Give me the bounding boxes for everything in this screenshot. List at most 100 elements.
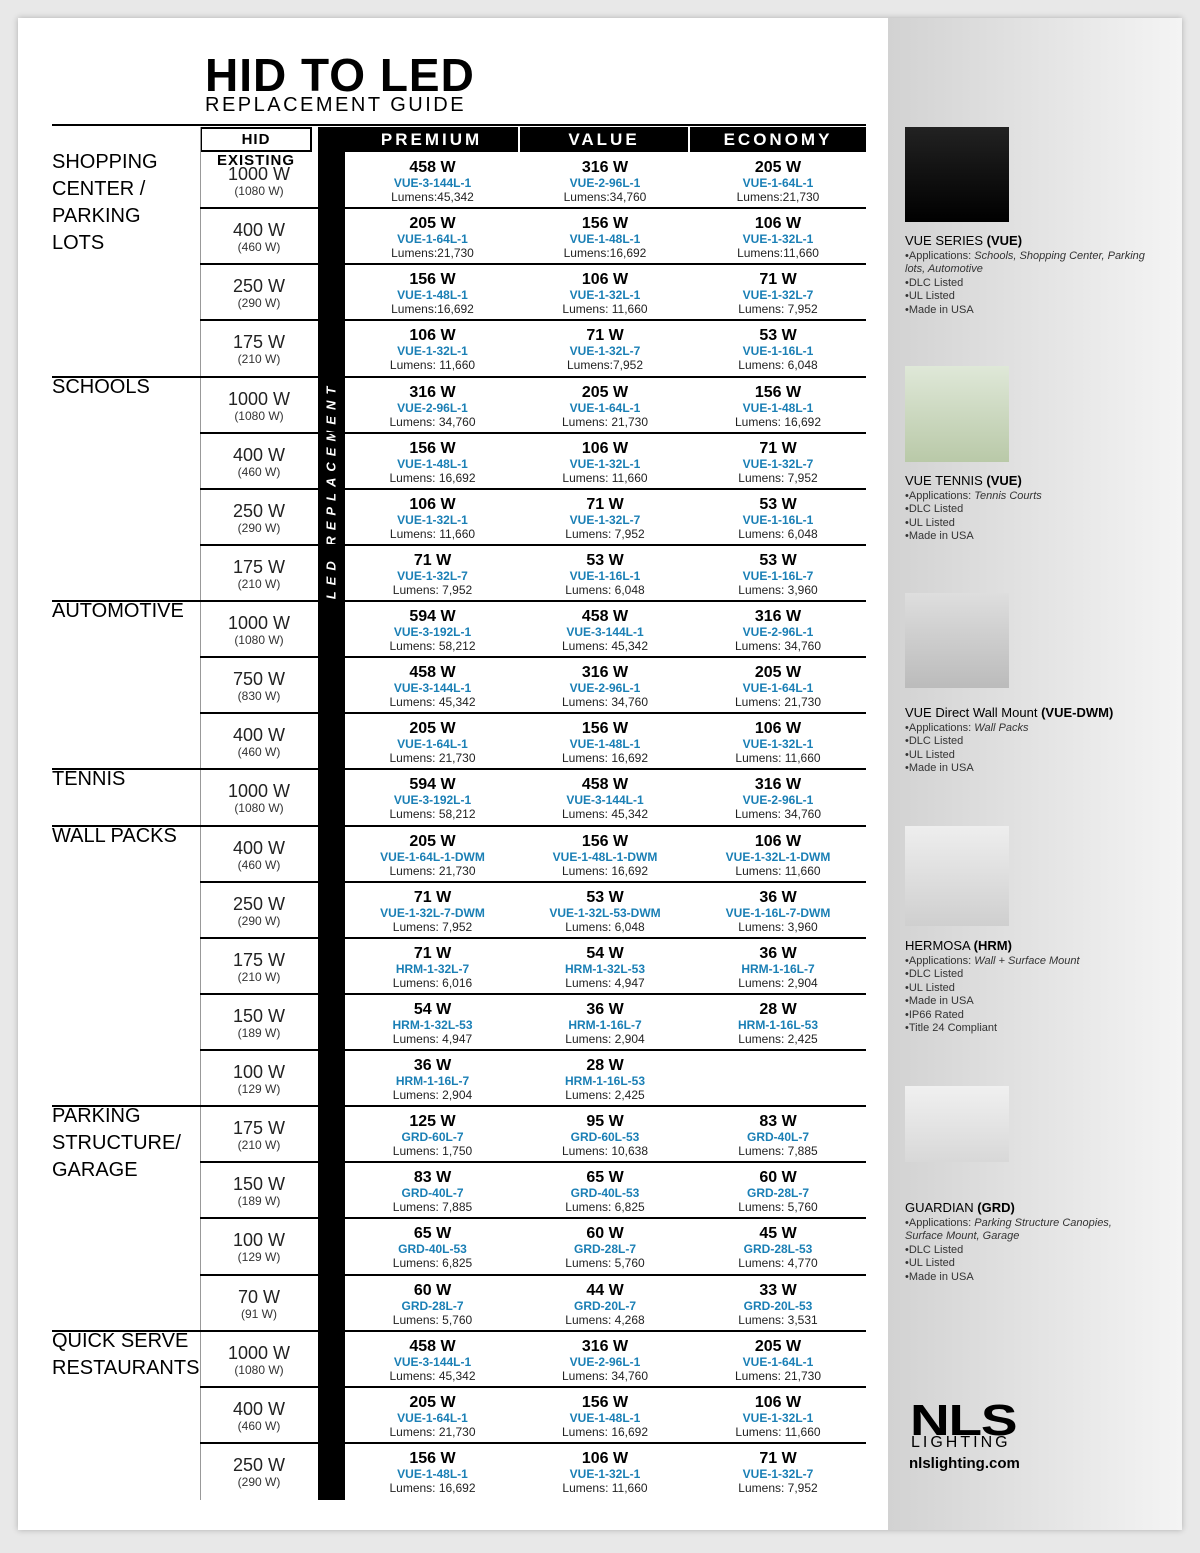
- led-watts: 106 W: [754, 215, 802, 233]
- group-name: QUICK SERVE RESTAURANTS: [52, 1329, 200, 1379]
- hid-watts: 250 W: [232, 1454, 286, 1475]
- feature: DLC Listed: [905, 968, 1145, 981]
- hid-actual: (460 W): [237, 464, 281, 479]
- product-name: HERMOSA (HRM): [905, 938, 1165, 953]
- replacement-cell: 316 W VUE-2-96L-1 Lumens: 34,760: [520, 1338, 690, 1383]
- feature: UL Listed: [905, 1257, 1145, 1270]
- hid-watts: 175 W: [232, 332, 286, 353]
- row-line: [200, 1217, 866, 1220]
- replacement-cell: 36 W HRM-1-16L-7 Lumens: 2,904: [690, 945, 866, 990]
- lumens: Lumens: 11,660: [389, 358, 476, 373]
- model-number: GRD-40L-7: [401, 1186, 464, 1201]
- lumens: Lumens: 21,730: [734, 1368, 822, 1383]
- hid-actual: (210 W): [237, 969, 281, 984]
- product-name: VUE TENNIS (VUE): [905, 473, 1165, 488]
- led-watts: 156 W: [581, 1393, 629, 1411]
- hid-actual: (189 W): [237, 1025, 281, 1040]
- hid-actual: (460 W): [237, 857, 281, 872]
- column-header: ECONOMY: [690, 127, 866, 152]
- hid-watts: 250 W: [232, 893, 286, 914]
- product-features: Applications: Wall + Surface MountDLC Li…: [905, 955, 1145, 1035]
- application: Applications: Wall + Surface Mount: [905, 955, 1145, 968]
- led-watts: 106 W: [409, 495, 456, 513]
- hid-watts: 100 W: [232, 1230, 286, 1251]
- replacement-cell: 83 W GRD-40L-7 Lumens: 7,885: [690, 1113, 866, 1158]
- lumens: Lumens:45,342: [391, 190, 474, 204]
- title: HID TO LED: [205, 49, 475, 101]
- model-number: VUE-2-96L-1: [569, 1354, 641, 1369]
- lumens: Lumens: 34,760: [734, 639, 822, 653]
- led-watts: 106 W: [409, 327, 456, 345]
- led-watts: 53 W: [759, 327, 797, 345]
- led-watts: 71 W: [759, 1449, 797, 1467]
- led-watts: 156 W: [581, 832, 629, 850]
- led-watts: 156 W: [581, 215, 629, 233]
- model-number: VUE-1-32L-1: [397, 344, 468, 359]
- replacement-cell: 156 W VUE-1-48L-1 Lumens: 16,692: [690, 384, 866, 429]
- replacement-cell: 125 W GRD-60L-7 Lumens: 1,750: [345, 1113, 520, 1158]
- product-name-text: VUE TENNIS: [905, 473, 983, 488]
- lumens: Lumens: 7,952: [392, 919, 473, 934]
- hid-actual: (290 W): [237, 913, 281, 928]
- lumens: Lumens: 4,947: [392, 1031, 473, 1046]
- row-line: [200, 487, 866, 490]
- hid-watts: 1000 W: [227, 164, 291, 184]
- group-line: [52, 1329, 866, 1332]
- model-number: HRM-1-16L-7: [741, 961, 815, 976]
- replacement-cell: 65 W GRD-40L-53 Lumens: 6,825: [520, 1169, 690, 1214]
- applications: Wall Packs: [974, 722, 1029, 734]
- replacement-cell: 71 W VUE-1-32L-7 Lumens: 7,952: [520, 496, 690, 541]
- hid-actual: (1080 W): [234, 408, 284, 423]
- model-number: GRD-20L-53: [743, 1298, 813, 1313]
- side-label: LED REPLACEMENT: [323, 380, 339, 600]
- product-name: VUE SERIES (VUE): [905, 233, 1165, 248]
- model-number: VUE-3-144L-1: [393, 1354, 472, 1369]
- model-number: VUE-2-96L-1: [397, 400, 468, 415]
- led-watts: 36 W: [759, 888, 797, 906]
- lumens: Lumens: 58,212: [389, 807, 476, 822]
- feature: Title 24 Compliant: [905, 1022, 1145, 1035]
- feature: Made in USA: [905, 1271, 1145, 1284]
- replacement-cell: 60 W GRD-28L-7 Lumens: 5,760: [345, 1282, 520, 1327]
- led-watts: 156 W: [409, 271, 456, 289]
- lumens: Lumens: 1,750: [392, 1144, 473, 1159]
- led-watts: 71 W: [586, 495, 624, 513]
- product-code: (VUE-DWM): [1041, 705, 1114, 720]
- replacement-cell: 53 W VUE-1-16L-1 Lumens: 6,048: [690, 327, 866, 372]
- lumens: Lumens: 4,947: [565, 975, 645, 990]
- led-watts: 156 W: [581, 720, 629, 738]
- lumens: Lumens: 2,904: [392, 1088, 473, 1102]
- replacement-cell: 36 W HRM-1-16L-7 Lumens: 2,904: [345, 1057, 520, 1102]
- lumens: Lumens: 11,660: [389, 526, 476, 541]
- replacement-cell: 316 W VUE-2-96L-1 Lumens: 34,760: [520, 664, 690, 709]
- applications-label: Applications:: [908, 1217, 972, 1229]
- logo-brand: NLS: [910, 1396, 1018, 1445]
- model-number: VUE-1-64L-1: [742, 1354, 814, 1369]
- led-watts: 125 W: [409, 1113, 456, 1131]
- model-number: VUE-1-48L-1: [397, 288, 468, 303]
- lumens: Lumens: 21,730: [389, 863, 476, 878]
- row-line: [200, 1161, 866, 1164]
- replacement-cell: 594 W VUE-3-192L-1 Lumens: 58,212: [345, 776, 520, 821]
- replacement-cell: 53 W VUE-1-16L-1 Lumens: 6,048: [520, 552, 690, 597]
- led-watts: 594 W: [409, 776, 456, 794]
- led-watts: 83 W: [413, 1169, 452, 1187]
- hid-actual: (1080 W): [234, 184, 284, 198]
- led-watts: 205 W: [409, 1393, 456, 1411]
- product-name: VUE Direct Wall Mount (VUE-DWM): [905, 705, 1165, 720]
- row-line: [200, 992, 866, 995]
- replacement-cell: 156 W VUE-1-48L-1 Lumens: 16,692: [345, 440, 520, 485]
- feature: UL Listed: [905, 982, 1145, 995]
- group-name: AUTOMOTIVE: [52, 600, 184, 622]
- led-watts: 156 W: [754, 383, 802, 401]
- model-number: VUE-1-32L-1: [569, 1466, 641, 1481]
- model-number: VUE-1-32L-7: [569, 512, 641, 527]
- hid-watts: 400 W: [232, 1398, 286, 1419]
- model-number: VUE-1-16L-1: [742, 344, 814, 359]
- model-number: VUE-1-32L-7-DWM: [380, 905, 485, 920]
- feature: Made in USA: [905, 762, 1145, 775]
- lumens: Lumens: 21,730: [389, 751, 476, 766]
- lumens: Lumens: 16,692: [734, 414, 822, 429]
- replacement-cell: 458 W VUE-3-144L-1 Lumens: 45,342: [345, 1338, 520, 1383]
- hid-actual: (210 W): [237, 352, 281, 367]
